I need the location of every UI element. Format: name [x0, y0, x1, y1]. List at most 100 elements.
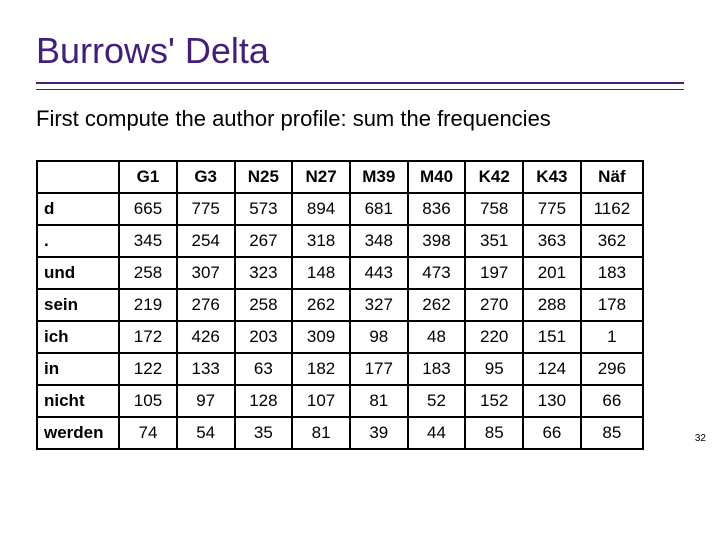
cell-value: 105 — [119, 385, 177, 417]
cell-value: 775 — [177, 193, 235, 225]
column-header: M39 — [350, 161, 408, 193]
cell-value: 97 — [177, 385, 235, 417]
cell-value: 44 — [408, 417, 466, 449]
table-row: sein219276258262327262270288178 — [37, 289, 643, 321]
cell-value: 573 — [235, 193, 293, 225]
table-row: in1221336318217718395124296 — [37, 353, 643, 385]
cell-value: 183 — [581, 257, 643, 289]
column-header: K43 — [523, 161, 581, 193]
slide-number: 32 — [695, 433, 706, 444]
cell-value: 665 — [119, 193, 177, 225]
table-row: werden745435813944856685 — [37, 417, 643, 449]
cell-value: 151 — [523, 321, 581, 353]
cell-value: 148 — [292, 257, 350, 289]
row-label: ich — [37, 321, 119, 353]
frequency-table: G1 G3 N25 N27 M39 M40 K42 K43 Näf d66577… — [36, 160, 644, 450]
column-header: M40 — [408, 161, 466, 193]
row-label: und — [37, 257, 119, 289]
cell-value: 81 — [350, 385, 408, 417]
cell-value: 124 — [523, 353, 581, 385]
cell-value: 128 — [235, 385, 293, 417]
row-label: d — [37, 193, 119, 225]
cell-value: 262 — [292, 289, 350, 321]
column-header: N27 — [292, 161, 350, 193]
table-header-row: G1 G3 N25 N27 M39 M40 K42 K43 Näf — [37, 161, 643, 193]
cell-value: 98 — [350, 321, 408, 353]
cell-value: 345 — [119, 225, 177, 257]
cell-value: 219 — [119, 289, 177, 321]
cell-value: 254 — [177, 225, 235, 257]
cell-value: 426 — [177, 321, 235, 353]
cell-value: 348 — [350, 225, 408, 257]
cell-value: 1 — [581, 321, 643, 353]
row-label: nicht — [37, 385, 119, 417]
cell-value: 270 — [465, 289, 523, 321]
cell-value: 95 — [465, 353, 523, 385]
column-header: G1 — [119, 161, 177, 193]
cell-value: 54 — [177, 417, 235, 449]
cell-value: 183 — [408, 353, 466, 385]
cell-value: 258 — [119, 257, 177, 289]
row-label: sein — [37, 289, 119, 321]
cell-value: 172 — [119, 321, 177, 353]
cell-value: 52 — [408, 385, 466, 417]
cell-value: 177 — [350, 353, 408, 385]
cell-value: 201 — [523, 257, 581, 289]
cell-value: 351 — [465, 225, 523, 257]
cell-value: 362 — [581, 225, 643, 257]
cell-value: 81 — [292, 417, 350, 449]
cell-value: 836 — [408, 193, 466, 225]
cell-value: 107 — [292, 385, 350, 417]
cell-value: 775 — [523, 193, 581, 225]
cell-value: 398 — [408, 225, 466, 257]
cell-value: 1162 — [581, 193, 643, 225]
column-header: Näf — [581, 161, 643, 193]
cell-value: 267 — [235, 225, 293, 257]
table-row: d6657755738946818367587751162 — [37, 193, 643, 225]
cell-value: 327 — [350, 289, 408, 321]
table-body: d6657755738946818367587751162.3452542673… — [37, 193, 643, 449]
slide-subtitle: First compute the author profile: sum th… — [36, 106, 684, 132]
cell-value: 309 — [292, 321, 350, 353]
slide-title: Burrows' Delta — [36, 30, 684, 84]
table-row: nicht10597128107815215213066 — [37, 385, 643, 417]
cell-value: 66 — [581, 385, 643, 417]
cell-value: 66 — [523, 417, 581, 449]
column-header: G3 — [177, 161, 235, 193]
cell-value: 443 — [350, 257, 408, 289]
cell-value: 152 — [465, 385, 523, 417]
cell-value: 258 — [235, 289, 293, 321]
cell-value: 122 — [119, 353, 177, 385]
cell-value: 681 — [350, 193, 408, 225]
cell-value: 63 — [235, 353, 293, 385]
column-header: N25 — [235, 161, 293, 193]
cell-value: 220 — [465, 321, 523, 353]
cell-value: 85 — [465, 417, 523, 449]
cell-value: 35 — [235, 417, 293, 449]
cell-value: 288 — [523, 289, 581, 321]
cell-value: 318 — [292, 225, 350, 257]
table-row: ich17242620330998482201511 — [37, 321, 643, 353]
column-header: K42 — [465, 161, 523, 193]
cell-value: 758 — [465, 193, 523, 225]
cell-value: 182 — [292, 353, 350, 385]
cell-value: 74 — [119, 417, 177, 449]
cell-value: 130 — [523, 385, 581, 417]
row-label: . — [37, 225, 119, 257]
cell-value: 203 — [235, 321, 293, 353]
cell-value: 48 — [408, 321, 466, 353]
cell-value: 894 — [292, 193, 350, 225]
table-row: .345254267318348398351363362 — [37, 225, 643, 257]
cell-value: 276 — [177, 289, 235, 321]
cell-value: 262 — [408, 289, 466, 321]
row-label: werden — [37, 417, 119, 449]
cell-value: 473 — [408, 257, 466, 289]
cell-value: 178 — [581, 289, 643, 321]
cell-value: 296 — [581, 353, 643, 385]
cell-value: 39 — [350, 417, 408, 449]
row-label: in — [37, 353, 119, 385]
cell-value: 85 — [581, 417, 643, 449]
cell-value: 307 — [177, 257, 235, 289]
header-empty — [37, 161, 119, 193]
table-row: und258307323148443473197201183 — [37, 257, 643, 289]
